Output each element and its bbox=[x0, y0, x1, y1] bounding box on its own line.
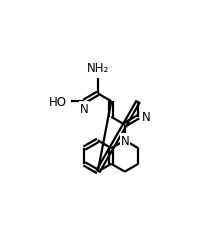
Text: N: N bbox=[120, 134, 129, 147]
Text: N: N bbox=[80, 102, 89, 115]
Text: N: N bbox=[142, 111, 150, 124]
Text: NH₂: NH₂ bbox=[87, 62, 109, 75]
Text: HO: HO bbox=[49, 95, 67, 108]
